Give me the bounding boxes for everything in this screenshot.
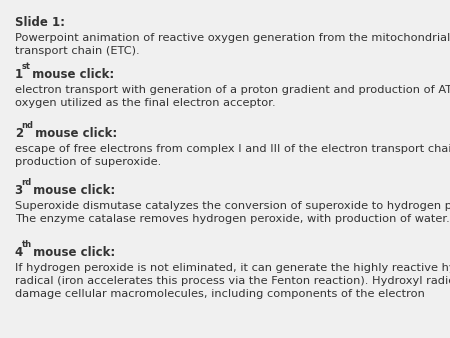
Text: electron transport with generation of a proton gradient and production of ATP, w: electron transport with generation of a … <box>15 85 450 108</box>
Text: th: th <box>22 240 32 249</box>
Text: If hydrogen peroxide is not eliminated, it can generate the highly reactive hydr: If hydrogen peroxide is not eliminated, … <box>15 263 450 299</box>
Text: 1: 1 <box>15 68 23 81</box>
Text: 4: 4 <box>15 246 23 259</box>
Text: st: st <box>22 63 31 71</box>
Text: mouse click:: mouse click: <box>29 184 116 197</box>
Text: escape of free electrons from complex I and III of the electron transport chain,: escape of free electrons from complex I … <box>15 144 450 167</box>
Text: 3: 3 <box>15 184 23 197</box>
Text: mouse click:: mouse click: <box>28 68 115 81</box>
Text: 2: 2 <box>15 127 23 140</box>
Text: rd: rd <box>22 178 32 187</box>
Text: Superoxide dismutase catalyzes the conversion of superoxide to hydrogen peroxide: Superoxide dismutase catalyzes the conve… <box>15 201 450 224</box>
Text: Slide 1:: Slide 1: <box>15 17 65 29</box>
Text: mouse click:: mouse click: <box>29 246 116 259</box>
Text: mouse click:: mouse click: <box>31 127 117 140</box>
Text: nd: nd <box>22 121 33 130</box>
Text: Powerpoint animation of reactive oxygen generation from the mitochondrial electr: Powerpoint animation of reactive oxygen … <box>15 33 450 56</box>
